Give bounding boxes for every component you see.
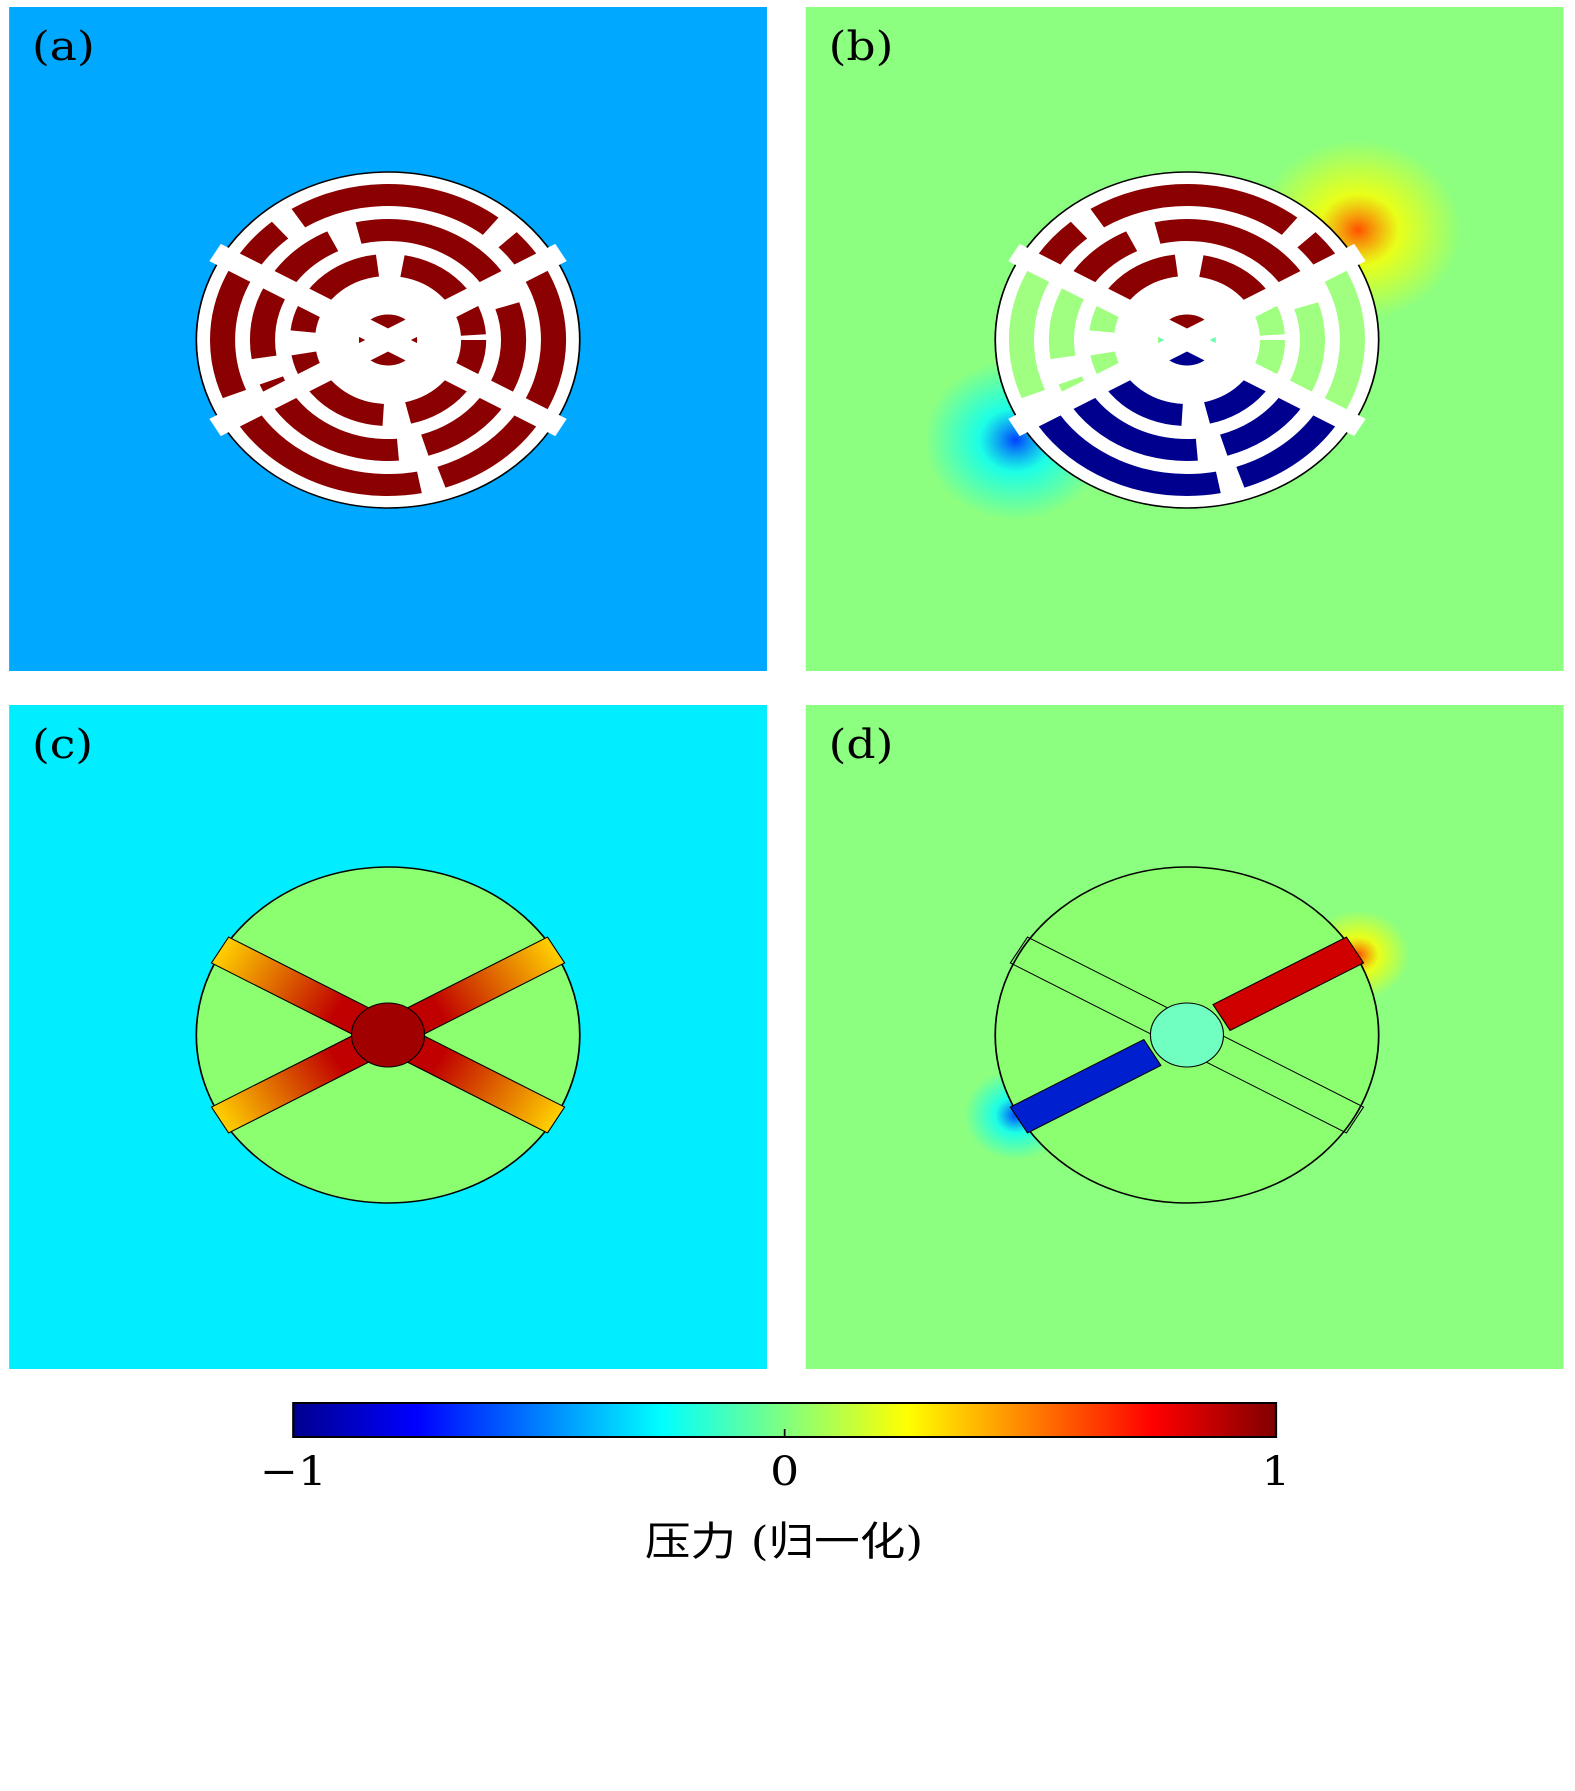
panel-label: (d) — [829, 722, 894, 769]
colorbar-tick-label: 0 — [770, 1449, 799, 1496]
panel-b — [805, 7, 1564, 671]
colorbar-label: 压力 (归一化) — [645, 1519, 923, 1566]
panel-label: (c) — [32, 722, 93, 769]
colorbar-tick-label: 1 — [1261, 1449, 1290, 1496]
panel-label: (b) — [829, 24, 894, 71]
colorbar-tick-label: −1 — [260, 1449, 327, 1496]
panel-a — [9, 7, 767, 671]
panel-d — [805, 705, 1564, 1369]
panel-c — [9, 705, 767, 1369]
panel-label: (a) — [32, 24, 95, 71]
